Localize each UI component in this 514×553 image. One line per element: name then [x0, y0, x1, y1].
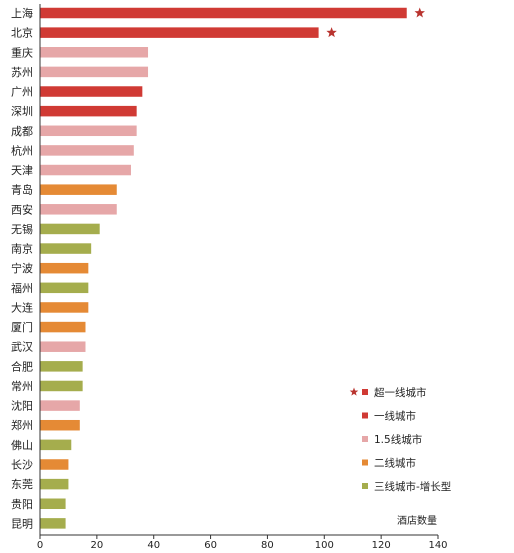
category-label: 上海: [11, 6, 33, 20]
category-label: 佛山: [11, 439, 33, 452]
bar-12: [40, 223, 100, 235]
category-label: 福州: [11, 281, 33, 295]
bar-22: [40, 419, 80, 431]
legend-label: 1.5线城市: [374, 433, 422, 446]
bar-24: [40, 459, 69, 470]
category-label: 沈阳: [11, 399, 33, 413]
category-label: 郑州: [11, 418, 33, 432]
category-label: 天津: [11, 164, 33, 177]
x-tick-label: 20: [90, 540, 103, 551]
category-label: 无锡: [11, 222, 33, 236]
x-axis-title: 酒店数量: [397, 514, 437, 527]
category-label: 广州: [11, 86, 33, 99]
bar-2: [40, 27, 319, 38]
legend-swatch: [362, 412, 368, 419]
category-label: 贵阳: [11, 498, 33, 511]
legend-star-icon: [349, 387, 359, 396]
legend-swatch: [362, 483, 368, 489]
category-label: 武汉: [11, 341, 33, 354]
bars: [40, 7, 425, 529]
category-labels: 上海北京重庆苏州广州深圳成都杭州天津青岛西安无锡南京宁波福州大连厦门武汉合肥常州…: [11, 6, 33, 530]
x-tick-label: 80: [261, 540, 274, 551]
bar-20: [40, 380, 83, 392]
legend-label: 三线城市-增长型: [374, 480, 451, 493]
category-label: 长沙: [11, 458, 33, 471]
legend-label: 超一线城市: [374, 386, 427, 399]
bar-6: [40, 105, 137, 117]
category-label: 东莞: [11, 478, 33, 491]
category-label: 北京: [11, 26, 33, 40]
bar-27: [40, 518, 66, 529]
category-label: 昆明: [11, 517, 33, 530]
bar-17: [40, 321, 86, 333]
bar-3: [40, 47, 149, 58]
category-label: 南京: [11, 242, 33, 256]
legend-label: 一线城市: [374, 410, 416, 423]
bar-19: [40, 361, 83, 372]
legend-swatch: [362, 436, 368, 442]
x-tick-label: 0: [37, 540, 43, 551]
bar-4: [40, 66, 149, 78]
x-axis: 0 20 40 60 80 100 120 140: [37, 4, 448, 551]
bar-14: [40, 262, 89, 274]
category-label: 大连: [11, 300, 33, 314]
bar-21: [40, 400, 80, 411]
bar-8: [40, 145, 134, 156]
bar-25: [40, 478, 69, 490]
bar-26: [40, 498, 66, 509]
legend-swatch: [362, 389, 368, 395]
category-label: 常州: [11, 380, 33, 393]
legend-label: 二线城市: [374, 457, 416, 470]
category-label: 成都: [11, 125, 33, 138]
bar-9: [40, 164, 131, 176]
x-tick-label: 100: [315, 540, 334, 551]
bar-7: [40, 125, 137, 137]
x-tick-label: 120: [372, 540, 391, 551]
bar-18: [40, 341, 86, 352]
bar-10: [40, 184, 117, 195]
bar-23: [40, 439, 72, 451]
bar-16: [40, 302, 89, 313]
star-icon: [326, 27, 337, 38]
x-tick-label: 40: [147, 540, 160, 551]
x-tick-label: 140: [428, 540, 447, 551]
star-icon: [414, 7, 425, 18]
category-label: 杭州: [11, 143, 33, 157]
category-label: 宁波: [11, 261, 33, 275]
category-label: 深圳: [11, 105, 33, 118]
category-label: 西安: [11, 202, 33, 216]
category-label: 厦门: [11, 320, 33, 334]
legend-swatch: [362, 459, 368, 466]
category-label: 青岛: [11, 183, 33, 197]
bar-11: [40, 204, 117, 215]
bar-15: [40, 282, 89, 294]
bar-5: [40, 86, 143, 97]
category-label: 重庆: [11, 45, 33, 59]
category-label: 苏州: [11, 66, 33, 79]
bar-13: [40, 243, 92, 254]
bar-1: [40, 7, 407, 19]
x-tick-label: 60: [204, 540, 217, 551]
category-label: 合肥: [11, 359, 33, 373]
